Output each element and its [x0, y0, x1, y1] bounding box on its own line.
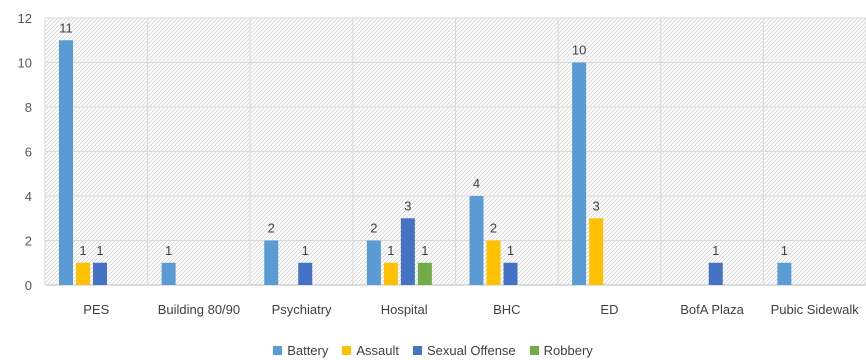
legend: Battery Assault Sexual Offense Robbery: [0, 340, 866, 360]
data-label: 10: [572, 43, 586, 58]
data-label: 1: [165, 243, 172, 258]
data-label: 1: [507, 243, 514, 258]
bar: [400, 218, 415, 285]
data-label: 11: [59, 20, 73, 35]
x-tick-label: Psychiatry: [272, 302, 332, 317]
legend-item: Assault: [342, 343, 399, 358]
bar: [59, 40, 73, 285]
bar: [264, 240, 279, 285]
data-label: 1: [781, 243, 788, 258]
legend-item: Battery: [273, 343, 328, 358]
legend-label: Sexual Offense: [427, 342, 516, 358]
bar: [572, 62, 587, 285]
x-tick-label: PES: [83, 302, 109, 317]
y-tick-label: 6: [25, 145, 32, 160]
bar: [93, 262, 107, 285]
data-label: 4: [473, 176, 480, 191]
legend-label: Battery: [287, 342, 329, 358]
data-label: 1: [302, 243, 309, 258]
data-label: 3: [404, 198, 411, 213]
x-tick-label: Hospital: [381, 302, 428, 317]
data-label: 1: [79, 243, 86, 258]
y-tick-label: 8: [25, 100, 32, 115]
x-tick-label: BofA Plaza: [680, 302, 744, 317]
data-label: 2: [370, 221, 377, 236]
data-label: 3: [593, 198, 600, 213]
legend-label: Robbery: [543, 342, 593, 358]
legend-item: Robbery: [529, 342, 593, 358]
bar: [589, 218, 604, 285]
bar: [503, 262, 518, 285]
bar: [777, 262, 792, 285]
bar: [469, 196, 484, 285]
data-label: 1: [96, 243, 103, 258]
legend-item: Sexual Offense: [413, 343, 516, 358]
data-label: 1: [421, 243, 428, 258]
data-label: 1: [387, 243, 394, 258]
x-tick-label: BHC: [493, 302, 520, 317]
legend-swatch: [413, 345, 423, 355]
data-label: 2: [268, 221, 275, 236]
bar: [298, 262, 313, 285]
bar: [161, 262, 176, 285]
y-tick-label: 4: [25, 189, 32, 204]
bar: [708, 262, 723, 285]
data-label: 2: [490, 221, 497, 236]
legend-swatch: [529, 345, 539, 355]
y-tick-label: 2: [25, 234, 32, 249]
y-tick-label: 0: [25, 278, 32, 293]
bar: [417, 262, 432, 285]
legend-swatch: [342, 345, 352, 355]
x-tick-label: ED: [600, 302, 618, 317]
bar: [76, 262, 90, 285]
bar: [383, 262, 398, 285]
y-tick-label: 12: [18, 11, 32, 26]
x-tick-label: Building 80/90: [158, 302, 240, 317]
bar: [366, 240, 381, 285]
bar: [486, 240, 501, 285]
legend-label: Assault: [356, 342, 400, 358]
y-tick-label: 10: [18, 56, 32, 71]
x-tick-label: Pubic Sidewalk: [771, 302, 860, 317]
data-label: 1: [712, 243, 719, 258]
legend-swatch: [273, 345, 283, 355]
